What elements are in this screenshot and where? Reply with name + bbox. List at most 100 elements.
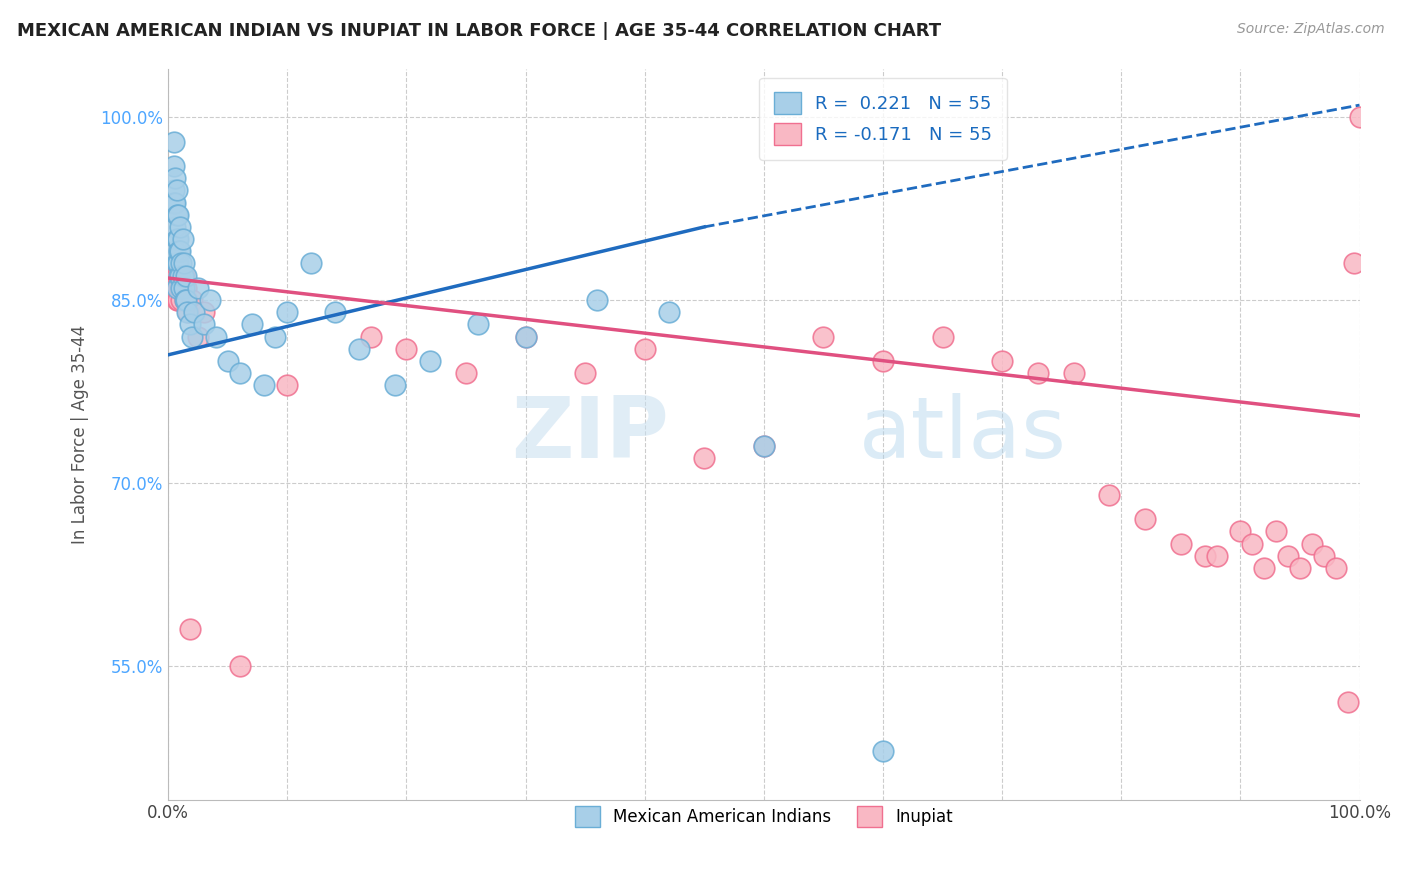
Point [169, 219, 191, 234]
Point [1343, 256, 1365, 270]
Point [181, 293, 204, 307]
Point [276, 378, 298, 392]
Point [467, 318, 489, 332]
Point [1253, 561, 1275, 575]
Point [167, 281, 190, 295]
Point [165, 195, 187, 210]
Point [179, 318, 201, 332]
Point [167, 268, 190, 283]
Point [165, 244, 187, 259]
Point [169, 268, 191, 283]
Point [228, 658, 250, 673]
Point [360, 329, 382, 343]
Point [163, 195, 186, 210]
Point [166, 208, 188, 222]
Point [454, 366, 477, 380]
Point [165, 281, 187, 295]
Point [1241, 536, 1264, 550]
Point [170, 293, 193, 307]
Point [172, 232, 194, 246]
Point [991, 354, 1014, 368]
Point [205, 329, 228, 343]
Point [166, 256, 188, 270]
Point [167, 268, 190, 283]
Point [264, 329, 287, 343]
Point [163, 281, 186, 295]
Point [187, 281, 209, 295]
Point [693, 451, 716, 466]
Point [586, 293, 609, 307]
Point [299, 256, 322, 270]
Point [347, 342, 370, 356]
Point [166, 232, 188, 246]
Point [174, 268, 197, 283]
Point [574, 366, 596, 380]
Point [193, 318, 215, 332]
Point [183, 305, 205, 319]
Point [1205, 549, 1227, 563]
Point [752, 439, 775, 453]
Text: Source: ZipAtlas.com: Source: ZipAtlas.com [1237, 22, 1385, 37]
Point [174, 293, 197, 307]
Point [658, 305, 681, 319]
Point [198, 293, 221, 307]
Text: atlas: atlas [859, 392, 1067, 475]
Point [1170, 536, 1192, 550]
Point [166, 232, 188, 246]
Point [173, 256, 195, 270]
Point [515, 329, 537, 343]
Point [179, 622, 201, 636]
Point [166, 208, 188, 222]
Point [166, 293, 188, 307]
Point [169, 244, 191, 259]
Point [163, 159, 186, 173]
Y-axis label: In Labor Force | Age 35-44: In Labor Force | Age 35-44 [72, 325, 89, 543]
Point [252, 378, 274, 392]
Point [172, 281, 194, 295]
Point [170, 256, 193, 270]
Point [1098, 488, 1121, 502]
Point [174, 293, 197, 307]
Point [323, 305, 346, 319]
Point [1301, 536, 1323, 550]
Point [634, 342, 657, 356]
Text: ZIP: ZIP [510, 392, 669, 475]
Point [176, 305, 198, 319]
Point [1063, 366, 1085, 380]
Point [1336, 695, 1358, 709]
Point [1194, 549, 1216, 563]
Point [1277, 549, 1299, 563]
Text: MEXICAN AMERICAN INDIAN VS INUPIAT IN LABOR FORCE | AGE 35-44 CORRELATION CHART: MEXICAN AMERICAN INDIAN VS INUPIAT IN LA… [17, 22, 941, 40]
Point [813, 329, 835, 343]
Point [240, 318, 263, 332]
Point [1313, 549, 1336, 563]
Point [515, 329, 537, 343]
Point [163, 135, 186, 149]
Point [419, 354, 441, 368]
Point [1026, 366, 1049, 380]
Point [165, 219, 187, 234]
Point [1324, 561, 1347, 575]
Point [172, 268, 194, 283]
Point [163, 183, 186, 197]
Point [1289, 561, 1312, 575]
Point [165, 268, 187, 283]
Point [163, 268, 186, 283]
Point [187, 329, 209, 343]
Point [177, 305, 200, 319]
Point [166, 268, 188, 283]
Point [173, 281, 195, 295]
Point [169, 281, 191, 295]
Point [872, 354, 894, 368]
Point [1265, 524, 1288, 539]
Point [193, 305, 215, 319]
Legend: Mexican American Indians, Inupiat: Mexican American Indians, Inupiat [567, 798, 960, 835]
Point [166, 183, 188, 197]
Point [395, 342, 418, 356]
Point [181, 329, 204, 343]
Point [931, 329, 953, 343]
Point [872, 744, 894, 758]
Point [176, 293, 198, 307]
Point [1133, 512, 1156, 526]
Point [174, 281, 197, 295]
